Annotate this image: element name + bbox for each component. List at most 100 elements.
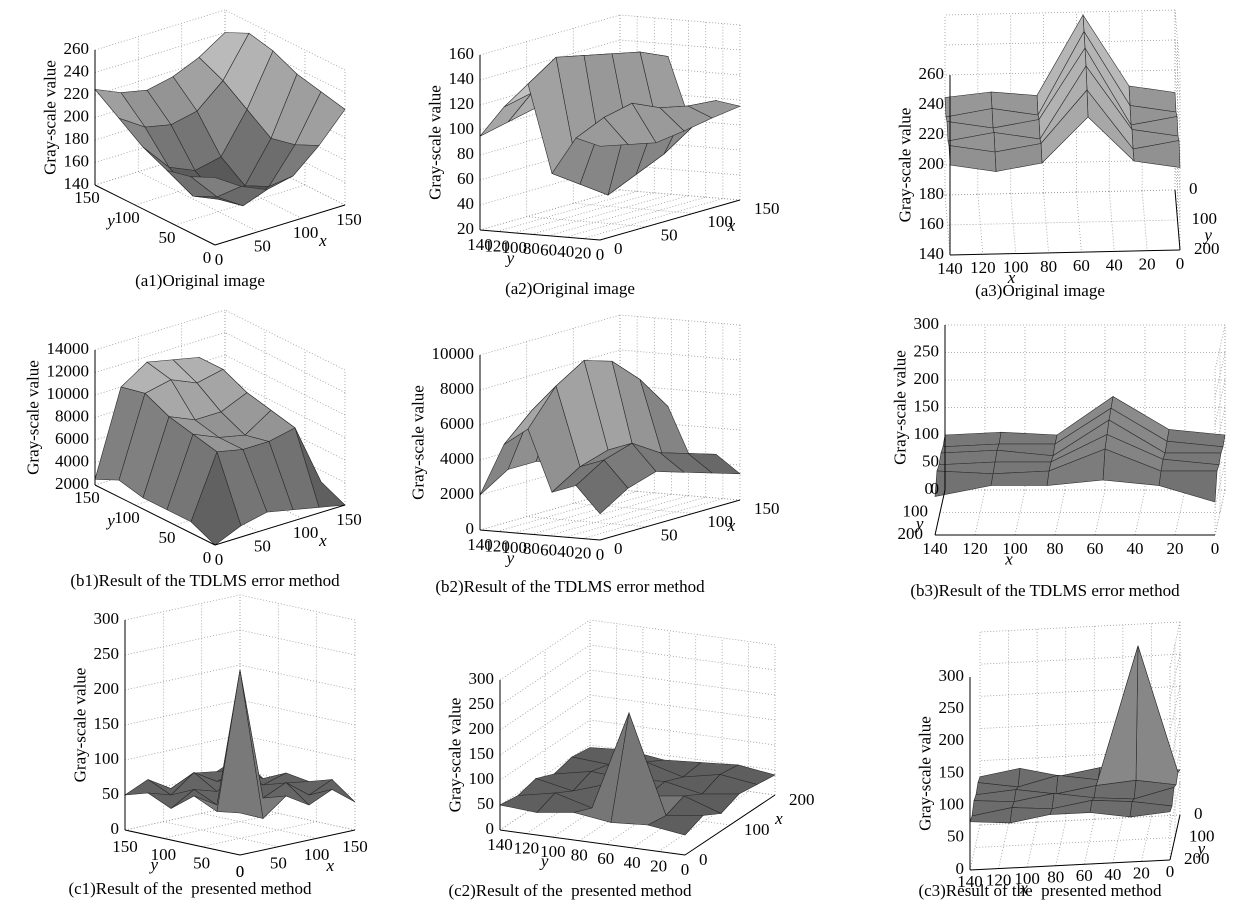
z-tick-label: 0 [111, 819, 120, 838]
y-axis [1174, 189, 1181, 251]
y-axis-title: y [105, 511, 115, 530]
x-tick-label: 50 [270, 854, 287, 873]
y-axis-title: y [105, 211, 115, 230]
z-axis-title: Gray-scale value [445, 698, 464, 813]
x-tick-label: 150 [336, 510, 362, 529]
surface-patch [990, 470, 1050, 486]
panel-caption: (b1)Result of the TDLMS error method [70, 571, 340, 590]
grid-line [565, 496, 706, 538]
z-tick-label: 180 [919, 184, 945, 203]
grid-line [479, 39, 621, 81]
panel: 0 20 40 60 80 100 120 140 0 100 200 140 160 180 200 220… [895, 9, 1220, 300]
x-tick-label: 100 [293, 523, 319, 542]
y-tick-label: 80 [523, 239, 540, 258]
y-tick-label: 20 [650, 856, 667, 875]
x-axis [684, 794, 776, 856]
y-tick-label: 0 [681, 860, 690, 879]
surface-patch [479, 92, 533, 137]
grid-line [94, 9, 226, 51]
y-tick-label: 20 [574, 543, 591, 562]
grid-line [1076, 192, 1082, 253]
x-tick-label: 60 [1073, 256, 1090, 275]
grid-line [224, 377, 346, 438]
z-tick-label: 10000 [47, 384, 90, 403]
x-tick-label: 150 [336, 210, 362, 229]
z-tick-label: 6000 [440, 414, 474, 433]
z-axis-title: Gray-scale value [408, 385, 427, 500]
surface-patch [934, 470, 994, 497]
grid-line [619, 39, 741, 51]
grid-line [526, 216, 647, 228]
x-tick-label: 150 [754, 499, 780, 518]
z-tick-label: 200 [469, 719, 495, 738]
y-axis [94, 484, 216, 546]
z-tick-label: 12000 [47, 361, 90, 380]
panel: 0 50 100 150050100150050100150200250300Gray… [68, 594, 368, 898]
z-axis-title: Gray-scale value [70, 668, 89, 783]
y-tick-label: 140 [467, 235, 493, 254]
grid-line [239, 734, 356, 761]
z-tick-label: 120 [449, 94, 475, 113]
z-tick-label: 0 [931, 479, 940, 498]
grid-line [619, 349, 741, 361]
x-tick-label: 20 [1139, 255, 1156, 274]
y-tick-label: 80 [571, 846, 588, 865]
grid-line [1174, 9, 1181, 71]
surface-patch [190, 176, 242, 198]
y-axis [479, 229, 601, 241]
z-tick-label: 50 [922, 451, 939, 470]
grid-line [619, 189, 741, 201]
y-axis-title: y [1196, 839, 1206, 858]
surface-patch [216, 669, 264, 819]
panel-caption: (a1)Original image [135, 271, 265, 290]
x-axis-title: x [1019, 879, 1028, 898]
y-axis-title: y [505, 548, 515, 567]
x-tick-label: 100 [1003, 257, 1028, 276]
x-tick-label: 0 [614, 239, 623, 258]
y-axis [124, 829, 241, 856]
grid-line [499, 644, 591, 706]
z-tick-label: 10000 [432, 344, 475, 363]
grid-line [479, 14, 621, 56]
grid-line [479, 489, 621, 531]
x-tick-label: 200 [789, 790, 815, 809]
z-tick-label: 160 [449, 44, 475, 63]
grid-line [1014, 489, 1026, 536]
x-tick-label: 120 [970, 258, 996, 277]
x-tick-label: 0 [1211, 539, 1220, 558]
grid-line [239, 629, 356, 656]
x-tick-label: 0 [1176, 254, 1185, 273]
grid-line [526, 516, 647, 528]
surface-patch [1095, 645, 1139, 786]
z-tick-label: 140 [64, 174, 90, 193]
grid-line [239, 664, 356, 691]
x-tick-label: 50 [661, 226, 678, 245]
z-tick-label: 0 [486, 819, 495, 838]
x-tick-label: 120 [986, 870, 1012, 889]
surface-patch [1135, 645, 1179, 786]
x-tick-label: 0 [215, 550, 224, 569]
x-tick-label: 0 [614, 539, 623, 558]
z-tick-label: 150 [939, 762, 965, 781]
z-tick-label: 250 [469, 694, 495, 713]
x-tick-label: 0 [1166, 862, 1175, 881]
z-tick-label: 80 [457, 144, 474, 163]
surface-patch [998, 431, 1058, 445]
x-axis [599, 199, 741, 241]
y-tick-label: 100 [502, 238, 528, 257]
grid-line [619, 164, 741, 176]
x-axis-title: x [318, 231, 327, 250]
z-tick-label: 60 [457, 169, 474, 188]
x-tick-label: 40 [1106, 255, 1123, 274]
y-axis [479, 529, 601, 541]
grid-line [548, 195, 689, 237]
x-tick-label: 0 [236, 862, 245, 881]
grid-line [944, 9, 1176, 16]
grid-line [979, 814, 1181, 826]
surface-patch [1009, 807, 1053, 824]
y-tick-label: 80 [523, 539, 540, 558]
y-tick-label: 60 [540, 241, 557, 260]
y-tick-label: 100 [151, 845, 177, 864]
y-tick-label: 120 [514, 838, 540, 857]
